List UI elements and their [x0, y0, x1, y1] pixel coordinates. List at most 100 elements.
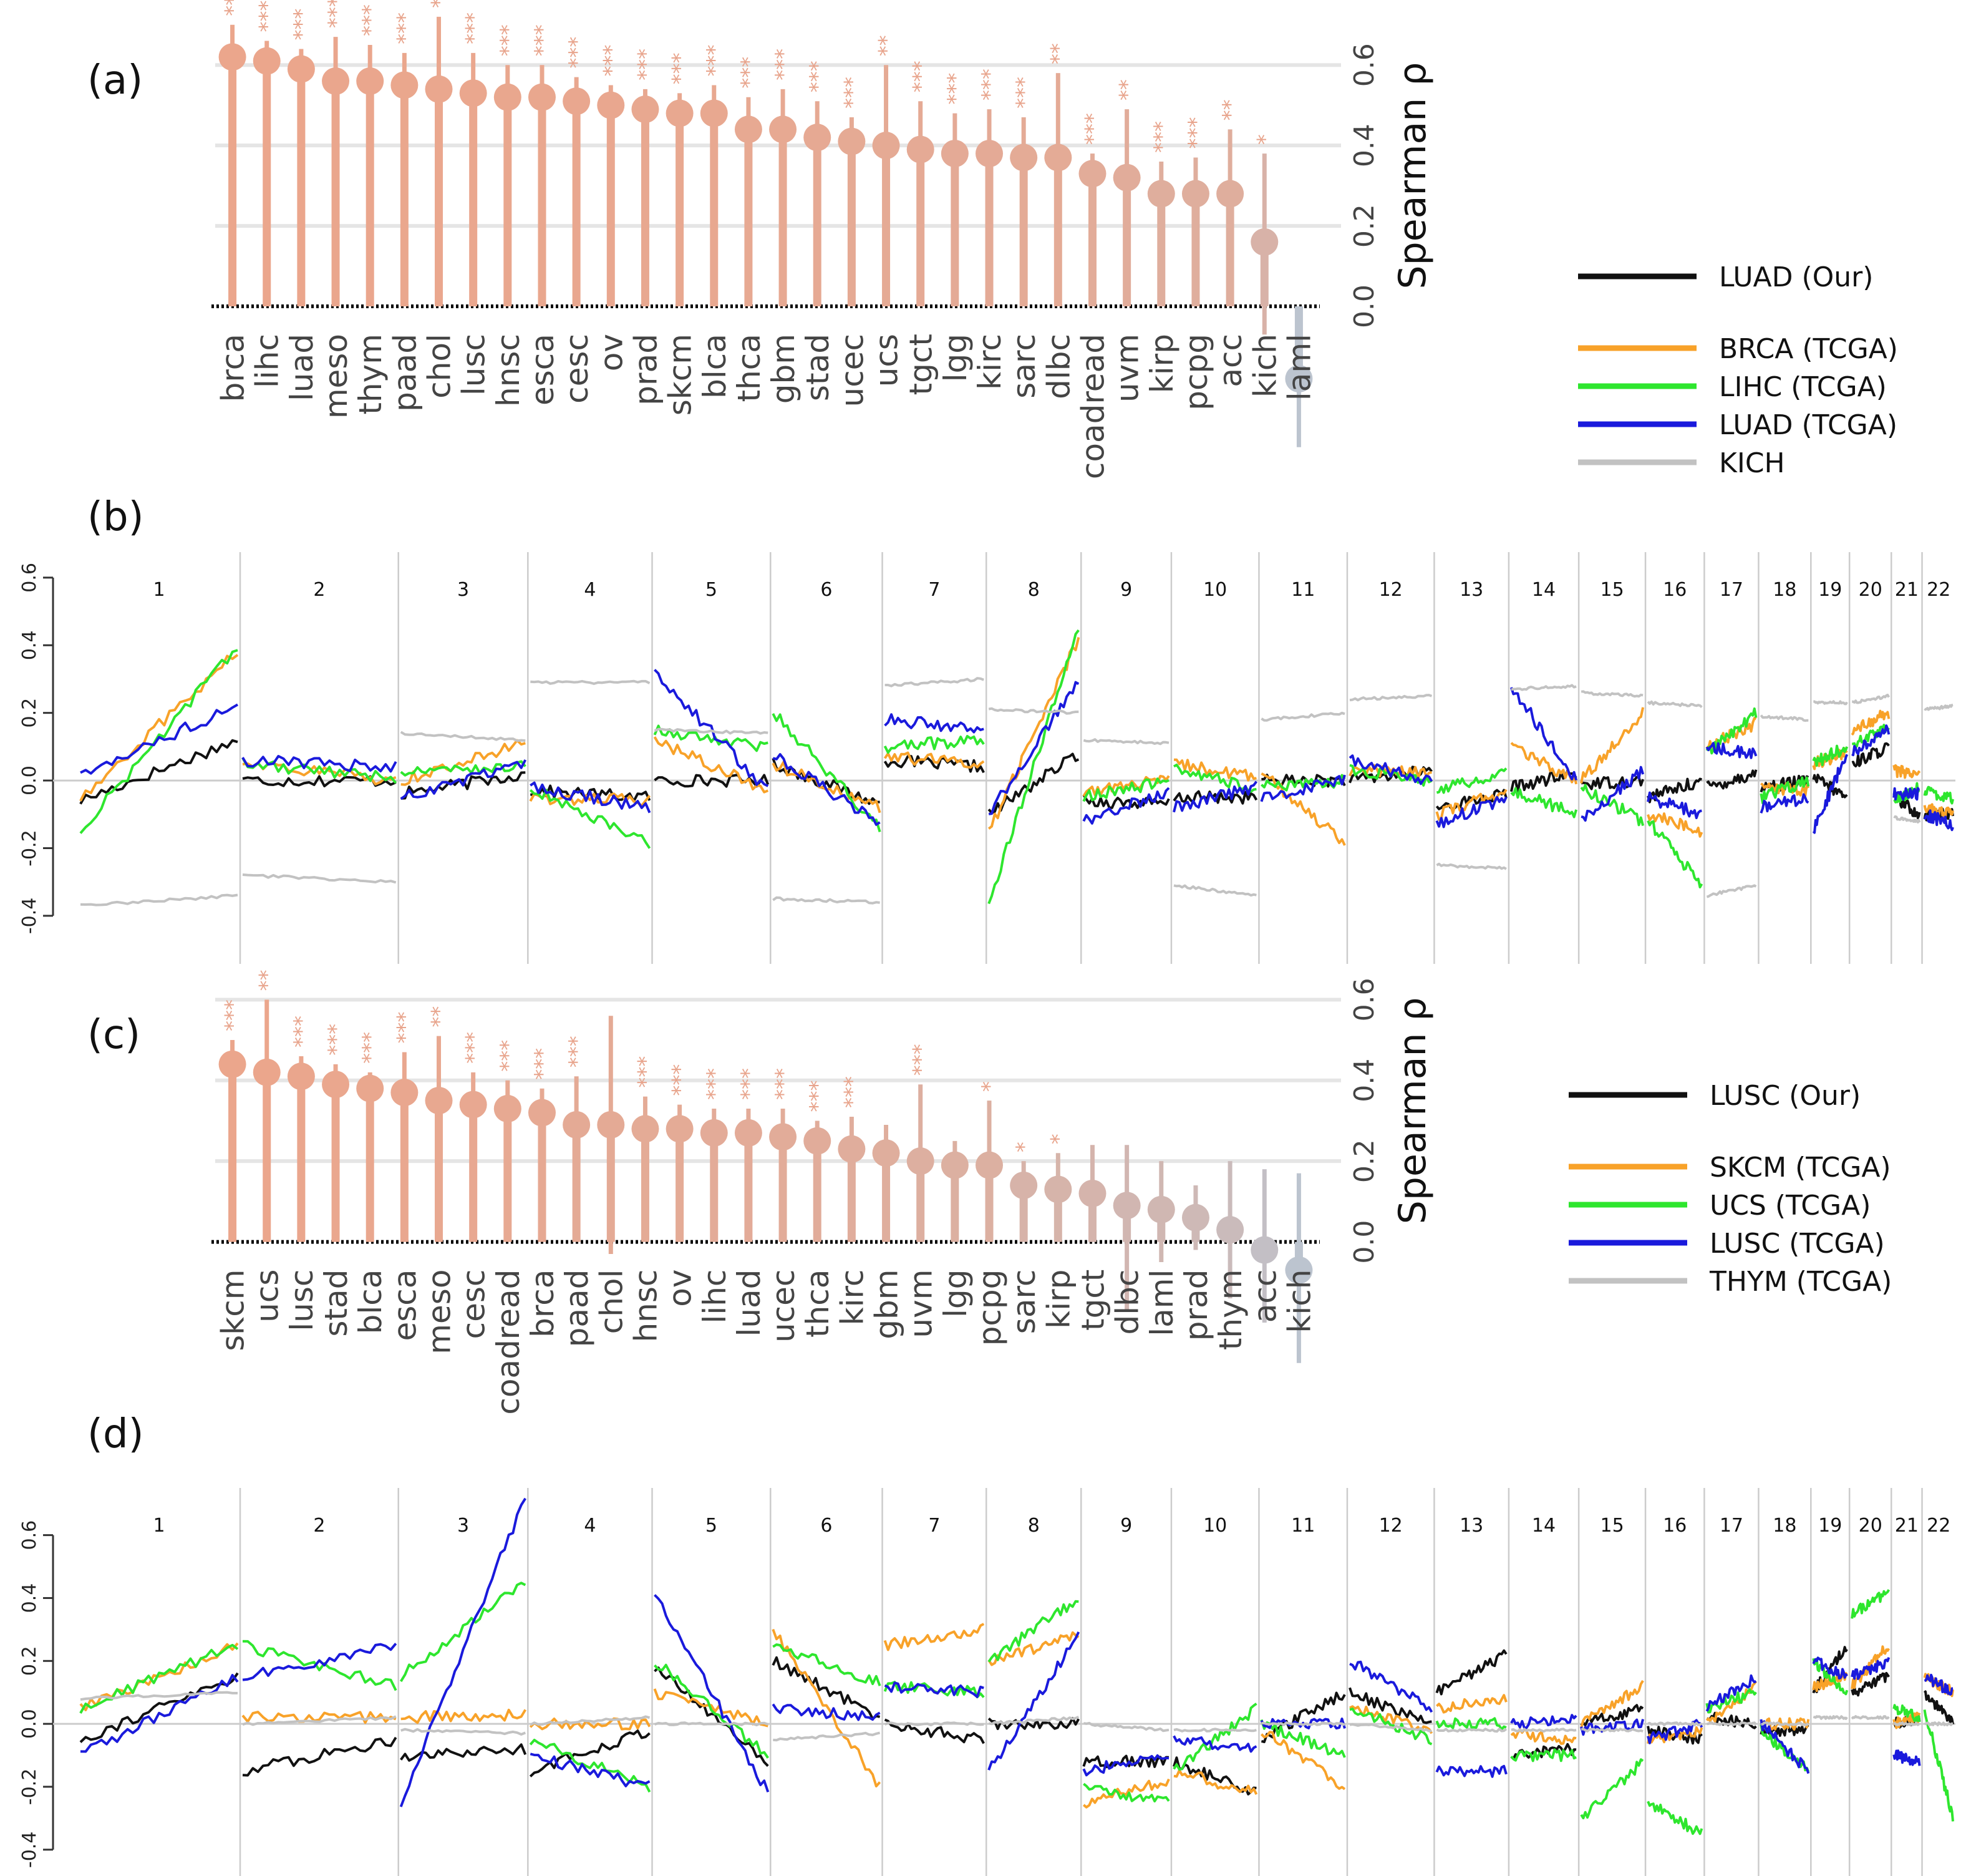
significance-stars: *** [737, 1068, 762, 1100]
significance-stars: ** [1218, 99, 1243, 120]
panel-d-rc-ratio-plot: (d)-0.4-0.20.00.20.40.6RC ratio123456789… [19, 1411, 1955, 1876]
chromosome-label: 7 [928, 579, 940, 601]
significance-stars: *** [255, 1, 280, 32]
series-line-lihc-tcga- [79, 629, 1954, 905]
chromosome-label: 11 [1291, 1515, 1315, 1537]
lollipop-point [425, 1087, 453, 1115]
lollipop-point [253, 1058, 281, 1086]
chromosome-label: 19 [1818, 1515, 1842, 1537]
significance-stars: *** [221, 999, 246, 1031]
category-label: cesc [456, 1270, 492, 1339]
category-label: gbm [765, 334, 801, 404]
chromosome-label: 7 [928, 1515, 940, 1537]
chromosome-label: 21 [1895, 1515, 1919, 1537]
legend-label: LUAD (TCGA) [1719, 409, 1897, 441]
lollipop-point [769, 115, 797, 143]
lollipop-point [803, 1127, 831, 1155]
chromosome-label: 14 [1532, 1515, 1556, 1537]
lollipop-point [563, 87, 591, 115]
y-axis-title: Spearman ρ [1391, 997, 1435, 1224]
y-tick-label: 0.0 [1349, 284, 1380, 328]
significance-stars: *** [462, 1032, 487, 1064]
y-tick-label: 0.4 [19, 630, 41, 660]
y-tick-label: 0.2 [1349, 204, 1380, 248]
chromosome-label: 19 [1818, 579, 1842, 601]
legend-label: BRCA (TCGA) [1719, 333, 1898, 365]
significance-stars: *** [771, 49, 796, 80]
y-tick-label: 0.6 [1349, 978, 1380, 1021]
category-label: meso [422, 1270, 458, 1354]
significance-stars: *** [392, 1011, 417, 1043]
chromosome-label: 16 [1663, 579, 1687, 601]
category-label: tgct [1075, 1270, 1111, 1331]
chromosome-label: 13 [1460, 1515, 1483, 1537]
legend-label: LUAD (Our) [1719, 261, 1873, 293]
lollipop-point [1044, 143, 1072, 172]
category-label: lihc [249, 334, 286, 388]
y-tick-label: 0.0 [19, 1709, 41, 1739]
chromosome-label: 12 [1379, 579, 1403, 601]
lollipop-point [941, 140, 969, 168]
lollipop-point [700, 99, 728, 127]
category-label: chol [422, 334, 458, 399]
lollipop-point [769, 1123, 797, 1151]
category-label: coadread [1075, 334, 1111, 479]
lollipop-point [941, 1151, 969, 1179]
lollipop-point [425, 75, 453, 103]
legend-label: LUSC (TCGA) [1710, 1228, 1885, 1260]
y-tick-label: 0.2 [19, 698, 41, 728]
chromosome-label: 12 [1379, 1515, 1403, 1537]
lollipop-point [838, 1135, 866, 1163]
chromosome-label: 4 [584, 579, 596, 601]
chromosome-label: 16 [1663, 1515, 1687, 1537]
category-label: kirc [834, 1270, 870, 1326]
lollipop-point [906, 135, 934, 163]
category-label: brca [215, 334, 251, 402]
significance-stars: *** [530, 1048, 555, 1080]
chromosome-label: 15 [1600, 579, 1624, 601]
category-label: ov [662, 1270, 699, 1307]
significance-stars: *** [462, 12, 487, 44]
significance-stars: *** [840, 77, 864, 109]
significance-stars: ** [427, 0, 452, 8]
lollipop-point [322, 67, 350, 95]
legend-label: KICH [1719, 447, 1785, 479]
chromosome-label: 17 [1720, 579, 1743, 601]
lollipop-point [459, 1091, 487, 1119]
significance-stars: *** [633, 49, 658, 80]
significance-stars: *** [805, 1080, 830, 1112]
chromosome-label: 21 [1895, 579, 1919, 601]
category-label: blca [697, 334, 733, 399]
series-line-thym-tcga- [80, 1691, 1954, 1742]
category-label: lihc [697, 1270, 733, 1324]
category-label: luad [731, 1270, 767, 1337]
significance-stars: *** [702, 44, 727, 76]
significance-stars: *** [221, 0, 246, 16]
significance-stars: *** [805, 61, 830, 92]
significance-stars: *** [977, 69, 1002, 100]
lollipop-point [1113, 163, 1141, 192]
lollipop-point [390, 1079, 419, 1107]
category-label: hnsc [627, 1270, 664, 1343]
y-tick-label: 0.6 [19, 563, 41, 593]
category-label: prad [627, 334, 664, 406]
significance-stars: *** [358, 4, 383, 36]
lollipop-point [253, 47, 281, 75]
lollipop-point [493, 1095, 521, 1123]
lollipop-point [1010, 143, 1038, 172]
significance-stars: * [1046, 1134, 1071, 1144]
category-label: lusc [284, 1270, 320, 1331]
chromosome-label: 20 [1859, 579, 1882, 601]
significance-stars: *** [1150, 121, 1174, 153]
category-label: cesc [559, 334, 595, 404]
lollipop-point [287, 1062, 315, 1091]
lollipop-point [390, 71, 419, 99]
series-line-kich [80, 677, 1954, 906]
chromosome-label: 14 [1532, 579, 1556, 601]
category-label: thym [1213, 1270, 1249, 1351]
category-label: esca [525, 334, 561, 406]
category-label: gbm [869, 1270, 905, 1339]
panel-label: (a) [87, 57, 143, 104]
y-tick-label: 0.4 [1349, 124, 1380, 167]
y-tick-label: -0.4 [19, 898, 41, 935]
